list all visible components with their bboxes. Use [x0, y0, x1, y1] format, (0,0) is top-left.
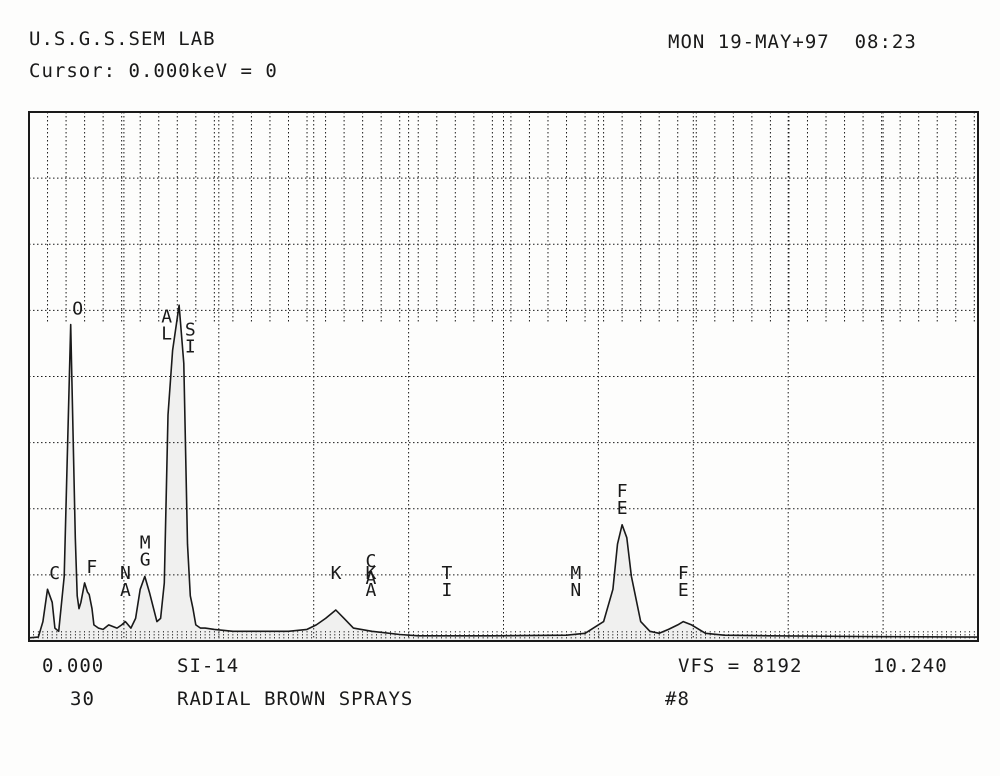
- spectrum-line: [28, 304, 979, 639]
- peak-label: K: [331, 563, 342, 584]
- peak-label: F: [86, 557, 97, 578]
- x-min-label: 0.000: [42, 655, 105, 677]
- sample-description: RADIAL BROWN SPRAYS: [177, 688, 414, 710]
- x-max-label: 10.240: [873, 655, 948, 677]
- cursor-readout: Cursor: 0.000keV = 0: [29, 60, 278, 82]
- lab-title: U.S.G.S.SEM LAB: [29, 28, 216, 50]
- sample-id: SI-14: [177, 655, 240, 677]
- spectrum-number: #8: [665, 688, 690, 710]
- count-label: 30: [70, 688, 95, 710]
- peak-label: C: [49, 563, 60, 584]
- plot-frame: [28, 111, 979, 642]
- vfs-label: VFS = 8192: [678, 655, 803, 677]
- datetime: MON 19-MAY+97 08:23: [668, 31, 917, 53]
- peak-label: O: [72, 299, 83, 320]
